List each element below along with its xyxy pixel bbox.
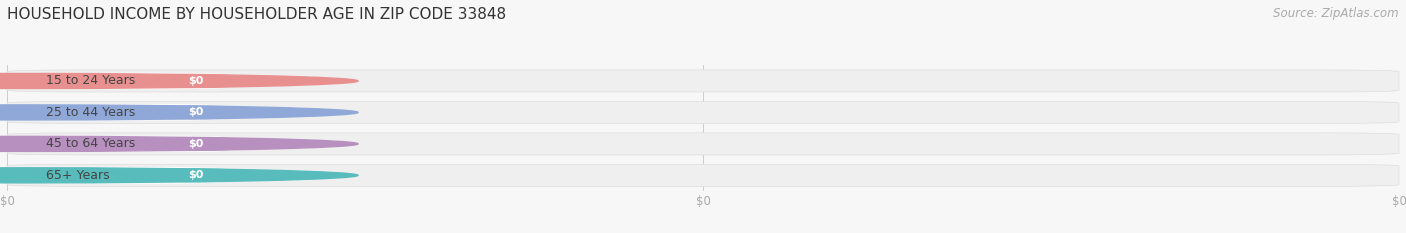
FancyBboxPatch shape (14, 73, 222, 89)
Text: HOUSEHOLD INCOME BY HOUSEHOLDER AGE IN ZIP CODE 33848: HOUSEHOLD INCOME BY HOUSEHOLDER AGE IN Z… (7, 7, 506, 22)
Text: $0: $0 (188, 107, 204, 117)
Text: $0: $0 (188, 139, 204, 149)
Text: $0: $0 (188, 170, 204, 180)
FancyBboxPatch shape (165, 74, 228, 88)
FancyBboxPatch shape (165, 168, 228, 182)
FancyBboxPatch shape (7, 133, 1399, 155)
Circle shape (0, 105, 359, 120)
Text: 15 to 24 Years: 15 to 24 Years (46, 75, 135, 87)
Text: 25 to 44 Years: 25 to 44 Years (46, 106, 135, 119)
Circle shape (0, 73, 359, 89)
Text: 65+ Years: 65+ Years (46, 169, 110, 182)
FancyBboxPatch shape (165, 105, 228, 120)
Text: Source: ZipAtlas.com: Source: ZipAtlas.com (1274, 7, 1399, 20)
FancyBboxPatch shape (165, 137, 228, 151)
FancyBboxPatch shape (7, 164, 1399, 186)
Circle shape (0, 168, 359, 183)
FancyBboxPatch shape (14, 104, 222, 121)
Text: 45 to 64 Years: 45 to 64 Years (46, 137, 135, 150)
Circle shape (0, 136, 359, 151)
FancyBboxPatch shape (14, 136, 222, 152)
Text: $0: $0 (188, 76, 204, 86)
FancyBboxPatch shape (7, 70, 1399, 92)
FancyBboxPatch shape (14, 167, 222, 184)
FancyBboxPatch shape (7, 101, 1399, 123)
